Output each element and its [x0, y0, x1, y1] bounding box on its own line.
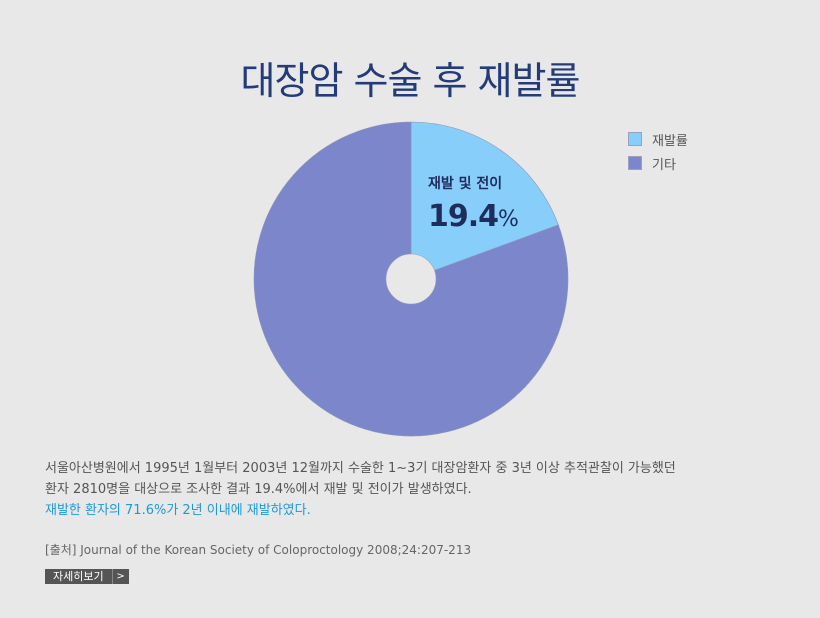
view-details-button[interactable]: 자세히보기 > — [45, 569, 129, 584]
slice-data-label: 재발 및 전이 19.4% — [428, 173, 519, 234]
slice-label-number: 19.4 — [428, 199, 499, 234]
pie-center-hole — [385, 253, 437, 305]
description-line-2: 환자 2810명을 대상으로 조사한 결과 19.4%에서 재발 및 전이가 발… — [45, 482, 472, 497]
legend-label-recurrence: 재발률 — [652, 133, 688, 149]
description: 서울아산병원에서 1995년 1월부터 2003년 12월까지 수술한 1~3기… — [45, 458, 785, 521]
description-highlight: 재발한 환자의 71.6%가 2년 이내에 재발하였다. — [45, 503, 311, 518]
legend-item-recurrence: 재발률 — [628, 131, 688, 149]
slice-label-unit: % — [498, 207, 519, 232]
source-citation: [출처] Journal of the Korean Society of Co… — [45, 543, 472, 557]
chart-title: 대장암 수술 후 재발률 — [240, 59, 581, 103]
slice-label-value: 19.4% — [428, 199, 519, 234]
chart-legend: 재발률 기타 — [628, 131, 688, 179]
legend-item-other: 기타 — [628, 155, 688, 173]
slice-label-name: 재발 및 전이 — [428, 176, 503, 192]
legend-swatch-recurrence — [628, 132, 642, 146]
view-details-label: 자세히보기 — [45, 569, 112, 584]
description-line-1: 서울아산병원에서 1995년 1월부터 2003년 12월까지 수술한 1~3기… — [45, 461, 676, 476]
legend-swatch-other — [628, 156, 642, 170]
pie-slice-recurrence — [410, 121, 559, 280]
legend-label-other: 기타 — [652, 157, 676, 173]
chevron-right-icon: > — [111, 569, 129, 584]
